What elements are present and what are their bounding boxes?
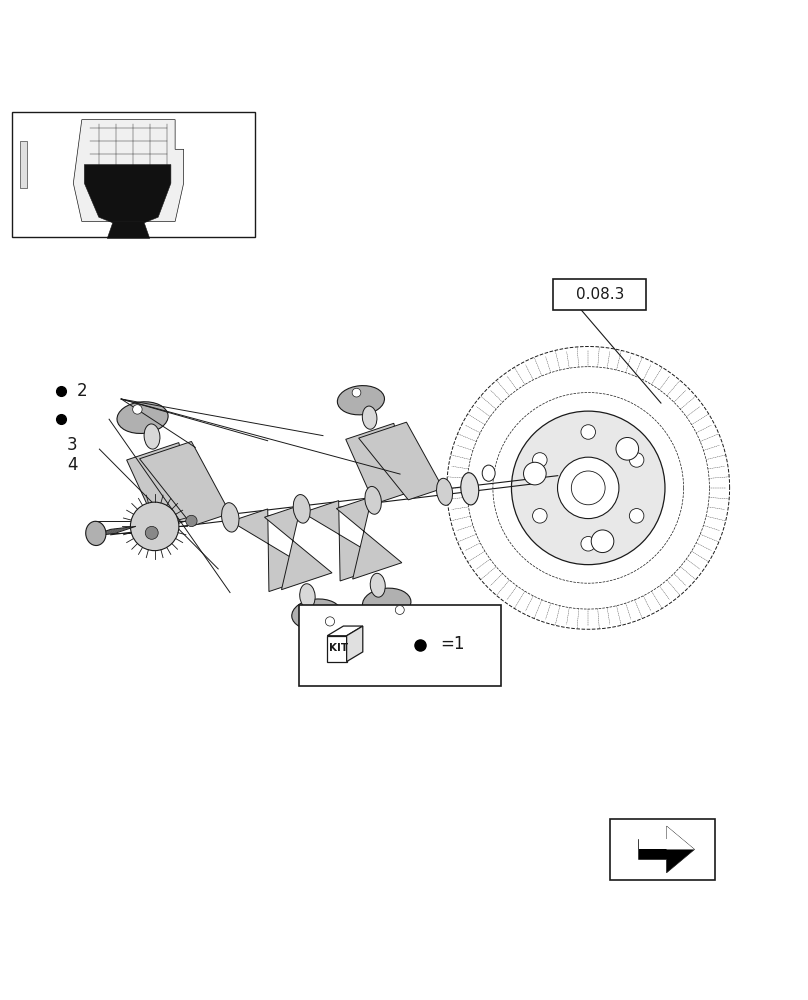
- Circle shape: [591, 530, 614, 553]
- Circle shape: [581, 536, 595, 551]
- Ellipse shape: [144, 424, 160, 449]
- Polygon shape: [638, 826, 695, 873]
- Ellipse shape: [300, 584, 315, 608]
- Text: 0.08.3: 0.08.3: [576, 287, 624, 302]
- Circle shape: [511, 411, 665, 565]
- Ellipse shape: [293, 495, 310, 523]
- Ellipse shape: [292, 599, 342, 630]
- Polygon shape: [667, 826, 695, 849]
- Polygon shape: [359, 422, 443, 500]
- Text: KIT: KIT: [329, 643, 348, 653]
- Polygon shape: [230, 509, 320, 592]
- Circle shape: [616, 437, 638, 460]
- Polygon shape: [84, 165, 170, 226]
- Circle shape: [524, 462, 546, 485]
- Bar: [553, 279, 646, 310]
- Ellipse shape: [221, 503, 239, 532]
- Circle shape: [145, 526, 158, 539]
- Polygon shape: [302, 501, 389, 581]
- Bar: [299, 605, 501, 686]
- Circle shape: [532, 509, 547, 523]
- Circle shape: [395, 605, 404, 614]
- Text: 3: 3: [67, 436, 78, 454]
- Polygon shape: [107, 221, 149, 238]
- Circle shape: [326, 617, 335, 626]
- Ellipse shape: [370, 573, 385, 597]
- Ellipse shape: [363, 588, 411, 618]
- Circle shape: [186, 515, 197, 527]
- Polygon shape: [74, 120, 183, 221]
- Bar: [12, 112, 255, 237]
- Ellipse shape: [461, 473, 478, 505]
- Text: 4: 4: [67, 456, 78, 474]
- Circle shape: [581, 425, 595, 439]
- Circle shape: [130, 502, 179, 551]
- Polygon shape: [89, 526, 136, 536]
- Circle shape: [532, 453, 547, 467]
- Polygon shape: [638, 839, 667, 849]
- Polygon shape: [347, 626, 363, 662]
- Ellipse shape: [117, 402, 168, 433]
- Ellipse shape: [338, 386, 385, 415]
- Ellipse shape: [362, 406, 377, 429]
- Bar: [610, 819, 715, 880]
- Circle shape: [352, 388, 361, 397]
- Ellipse shape: [436, 478, 452, 505]
- Polygon shape: [140, 441, 230, 526]
- Polygon shape: [327, 626, 363, 636]
- Polygon shape: [264, 505, 332, 590]
- Polygon shape: [336, 497, 402, 579]
- Circle shape: [629, 453, 644, 467]
- Polygon shape: [327, 636, 347, 662]
- Circle shape: [629, 509, 644, 523]
- Ellipse shape: [482, 465, 495, 481]
- Text: 2: 2: [77, 382, 87, 400]
- Polygon shape: [346, 423, 410, 504]
- Text: =1: =1: [440, 635, 465, 653]
- Ellipse shape: [365, 486, 381, 514]
- Circle shape: [558, 457, 619, 519]
- Circle shape: [133, 405, 142, 414]
- Ellipse shape: [86, 521, 106, 546]
- Circle shape: [571, 471, 605, 505]
- Polygon shape: [127, 443, 197, 530]
- Bar: [20, 141, 27, 188]
- Ellipse shape: [150, 511, 168, 541]
